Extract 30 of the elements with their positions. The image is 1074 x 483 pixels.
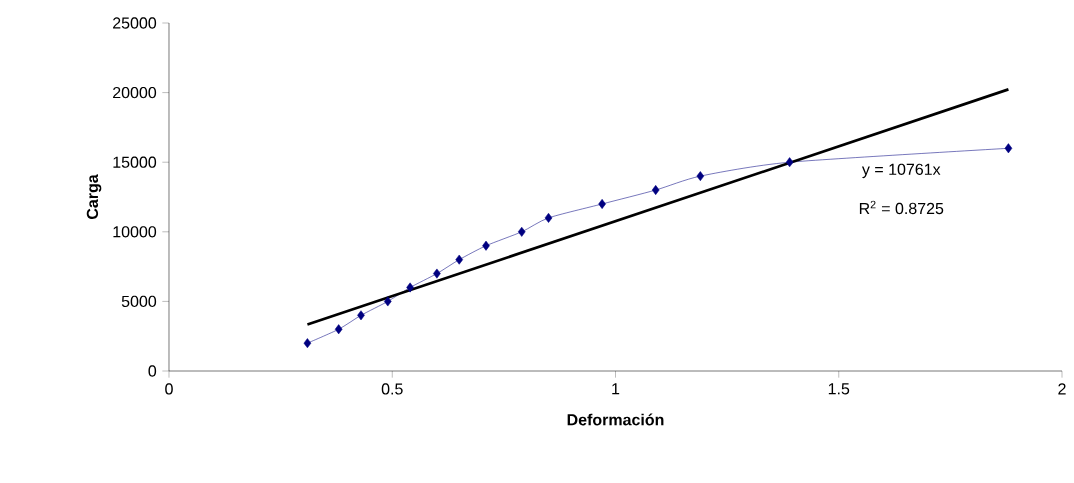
y-tick-label: 0 [148, 365, 157, 377]
point [303, 338, 312, 349]
point [696, 171, 705, 182]
x-axis-title: Deformación [567, 413, 664, 426]
x-tick-label: 0 [165, 383, 173, 395]
x-tick-label: 2 [1058, 383, 1066, 395]
point [651, 185, 660, 195]
x-tick-label: 1.5 [828, 383, 850, 395]
point [482, 240, 490, 251]
point [785, 157, 794, 168]
point [406, 282, 414, 293]
point [1004, 143, 1013, 154]
y-tick-label: 25000 [113, 17, 157, 29]
annotation: y = 10761x [861, 163, 941, 179]
y-tick-label: 20000 [113, 86, 157, 99]
x-tick-label: 1 [612, 383, 620, 395]
y-tick-label: 5000 [121, 295, 157, 308]
point [598, 199, 606, 209]
point [334, 324, 343, 335]
point [544, 212, 553, 223]
x-tick-label: 0.5 [381, 383, 403, 395]
y-tick-label: 10000 [113, 226, 157, 238]
point [357, 310, 365, 321]
y-tick-label: 15000 [113, 156, 157, 168]
point [384, 296, 392, 307]
point [517, 226, 526, 237]
y-axis-title: Carga [86, 174, 102, 220]
annotation: R$^{2}$ = 0.8725 [859, 200, 944, 215]
point [433, 268, 441, 279]
point [455, 254, 463, 265]
